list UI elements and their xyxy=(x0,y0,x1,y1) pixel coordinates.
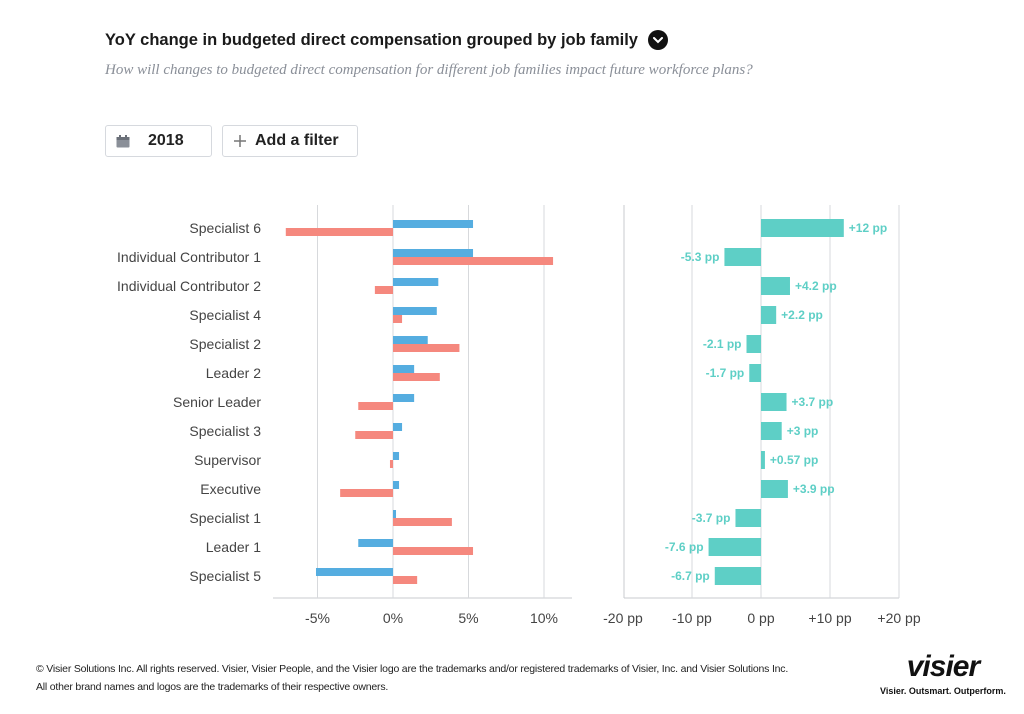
blue-bar xyxy=(393,510,397,518)
delta-data-label: -6.7 pp xyxy=(671,569,710,583)
delta-bar xyxy=(724,248,761,266)
blue-bar xyxy=(393,365,415,373)
delta-data-label: -1.7 pp xyxy=(706,366,745,380)
delta-data-label: +2.2 pp xyxy=(781,308,823,322)
logo-tagline: Visier. Outsmart. Outperform. xyxy=(880,686,1006,696)
salmon-bar xyxy=(393,344,460,352)
blue-bar xyxy=(393,423,403,431)
delta-data-label: -5.3 pp xyxy=(681,250,720,264)
delta-data-label: -7.6 pp xyxy=(665,540,704,554)
category-label: Individual Contributor 2 xyxy=(117,278,261,294)
chevron-down-icon xyxy=(652,36,663,43)
delta-bar xyxy=(735,509,761,527)
delta-bar xyxy=(761,480,788,498)
salmon-bar xyxy=(355,431,393,439)
blue-bar xyxy=(393,481,400,489)
footer-copyright: © Visier Solutions Inc. All rights reser… xyxy=(36,663,789,675)
salmon-bar xyxy=(393,257,554,265)
salmon-bar xyxy=(340,489,393,497)
category-label: Supervisor xyxy=(194,452,261,468)
right-x-tick-label: -10 pp xyxy=(672,610,712,626)
footer: © Visier Solutions Inc. All rights reser… xyxy=(36,660,788,696)
left-x-tick-label: 5% xyxy=(458,610,478,626)
salmon-bar xyxy=(393,315,403,323)
delta-bar xyxy=(761,422,782,440)
salmon-bar xyxy=(393,547,474,555)
salmon-bar xyxy=(389,460,393,468)
delta-data-label: +12 pp xyxy=(849,221,887,235)
calendar-icon xyxy=(116,134,130,147)
blue-bar xyxy=(393,452,400,460)
right-x-tick-label: +10 pp xyxy=(808,610,851,626)
delta-data-label: +4.2 pp xyxy=(795,279,837,293)
delta-bar xyxy=(761,451,765,469)
delta-bar xyxy=(708,538,761,556)
delta-bar xyxy=(761,219,844,237)
salmon-bar xyxy=(393,373,440,381)
category-label: Specialist 4 xyxy=(189,307,261,323)
delta-bar xyxy=(761,277,790,295)
blue-bar xyxy=(315,568,393,576)
category-label: Specialist 2 xyxy=(189,336,261,352)
add-filter-button[interactable]: Add a filter xyxy=(222,125,358,157)
blue-bar xyxy=(393,278,439,286)
chart-subtitle: How will changes to budgeted direct comp… xyxy=(105,62,753,78)
blue-bar xyxy=(393,307,437,315)
title-dropdown-button[interactable] xyxy=(647,30,668,50)
salmon-bar xyxy=(374,286,393,294)
category-label: Executive xyxy=(200,481,261,497)
chart-title: YoY change in budgeted direct compensati… xyxy=(105,30,638,49)
visier-logo: visier Visier. Outsmart. Outperform. xyxy=(880,650,1006,697)
category-label: Specialist 1 xyxy=(189,510,261,526)
category-label: Specialist 6 xyxy=(189,220,261,236)
salmon-bar xyxy=(393,518,452,526)
delta-bar xyxy=(761,393,787,411)
delta-bar xyxy=(749,364,761,382)
year-selector-button[interactable]: 2018 xyxy=(105,125,212,157)
delta-data-label: +0.57 pp xyxy=(770,453,818,467)
delta-data-label: +3 pp xyxy=(787,424,819,438)
blue-bar xyxy=(393,394,415,402)
delta-data-label: -2.1 pp xyxy=(703,337,742,351)
left-x-tick-label: -5% xyxy=(305,610,330,626)
footer-trademarks: All other brand names and logos are the … xyxy=(36,681,389,693)
category-label: Leader 1 xyxy=(206,539,261,555)
category-label: Specialist 3 xyxy=(189,423,261,439)
delta-data-label: +3.9 pp xyxy=(793,482,835,496)
salmon-bar xyxy=(358,402,393,410)
right-x-tick-label: -20 pp xyxy=(603,610,643,626)
delta-data-label: -3.7 pp xyxy=(692,511,731,525)
salmon-bar xyxy=(393,576,418,584)
blue-bar xyxy=(393,249,474,257)
right-x-tick-label: +20 pp xyxy=(877,610,920,626)
plus-icon xyxy=(234,135,246,147)
chart-header: YoY change in budgeted direct compensati… xyxy=(105,30,668,50)
category-label: Specialist 5 xyxy=(189,568,261,584)
blue-bar xyxy=(393,220,474,228)
blue-bar xyxy=(358,539,393,547)
delta-bar xyxy=(746,335,761,353)
logo-wordmark: visier xyxy=(906,650,980,683)
category-label: Leader 2 xyxy=(206,365,261,381)
right-x-tick-label: 0 pp xyxy=(747,610,774,626)
delta-bar xyxy=(714,567,761,585)
add-filter-label: Add a filter xyxy=(255,132,339,149)
salmon-bar xyxy=(285,228,393,236)
category-label: Individual Contributor 1 xyxy=(117,249,261,265)
left-x-tick-label: 0% xyxy=(383,610,403,626)
left-x-tick-label: 10% xyxy=(530,610,558,626)
year-label: 2018 xyxy=(148,132,184,149)
category-label: Senior Leader xyxy=(173,394,261,410)
blue-bar xyxy=(393,336,428,344)
delta-bar xyxy=(761,306,777,324)
delta-data-label: +3.7 pp xyxy=(792,395,834,409)
